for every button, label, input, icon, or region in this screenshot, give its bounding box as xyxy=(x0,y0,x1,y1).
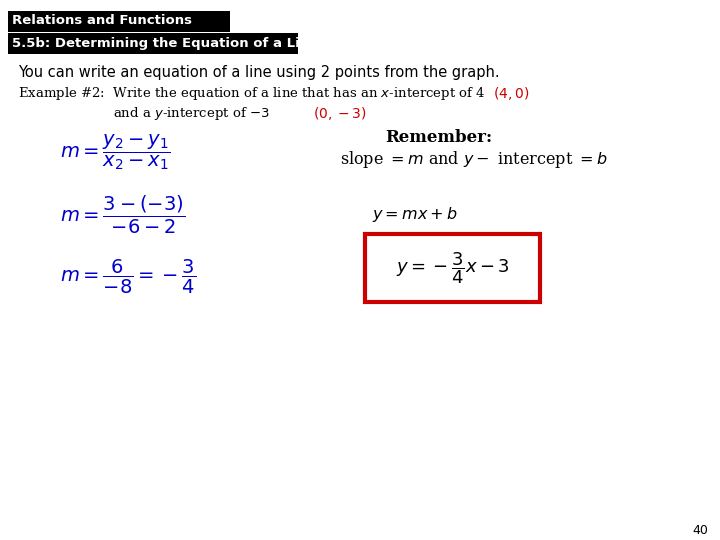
Text: $y = -\dfrac{3}{4}x - 3$: $y = -\dfrac{3}{4}x - 3$ xyxy=(395,250,509,286)
Text: You can write an equation of a line using 2 points from the graph.: You can write an equation of a line usin… xyxy=(18,64,500,79)
Text: slope $= m$ and $y -$ intercept $= b$: slope $= m$ and $y -$ intercept $= b$ xyxy=(340,150,608,171)
Text: and a $y$-intercept of $-3$: and a $y$-intercept of $-3$ xyxy=(113,105,270,122)
Text: Remember:: Remember: xyxy=(385,130,492,146)
Text: $(4, 0)$: $(4, 0)$ xyxy=(493,85,529,103)
Text: 5.5b: Determining the Equation of a Line: 5.5b: Determining the Equation of a Line xyxy=(12,37,318,50)
Text: 40: 40 xyxy=(692,523,708,537)
Text: $(0, -3)$: $(0, -3)$ xyxy=(313,105,366,122)
Text: $m = \dfrac{3 - (-3)}{-6 - 2}$: $m = \dfrac{3 - (-3)}{-6 - 2}$ xyxy=(60,194,185,236)
Text: $m = \dfrac{y_2 - y_1}{x_2 - x_1}$: $m = \dfrac{y_2 - y_1}{x_2 - x_1}$ xyxy=(60,132,171,172)
Text: Relations and Functions: Relations and Functions xyxy=(12,15,192,28)
Text: Example #2:  Write the equation of a line that has an $x$-intercept of 4: Example #2: Write the equation of a line… xyxy=(18,85,486,103)
FancyBboxPatch shape xyxy=(8,33,298,54)
Text: $y = mx + b$: $y = mx + b$ xyxy=(372,206,458,225)
FancyBboxPatch shape xyxy=(8,11,230,32)
Text: $m = \dfrac{6}{-8} = -\dfrac{3}{4}$: $m = \dfrac{6}{-8} = -\dfrac{3}{4}$ xyxy=(60,258,197,296)
FancyBboxPatch shape xyxy=(365,234,540,302)
